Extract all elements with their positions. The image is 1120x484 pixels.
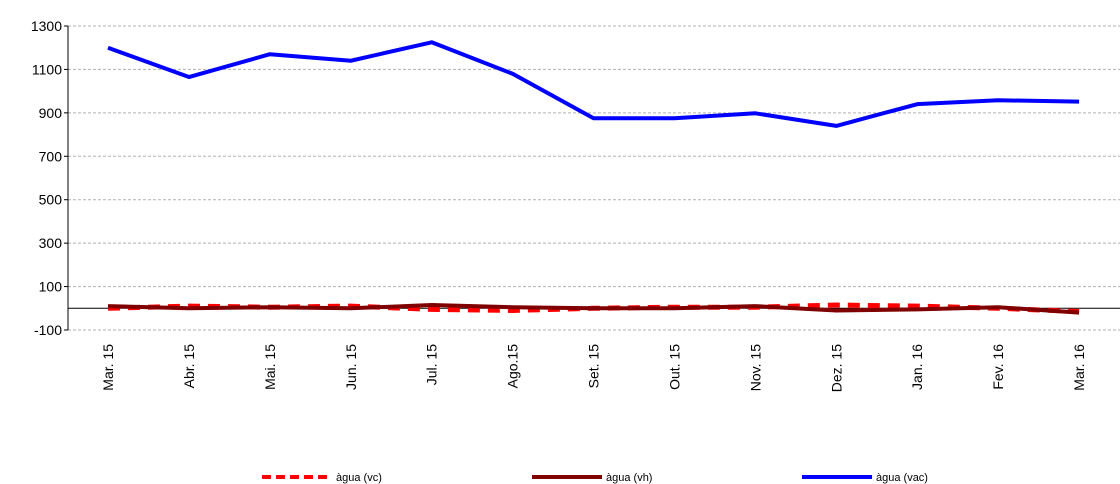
x-tick-label: Out. 15 xyxy=(666,344,682,390)
x-tick-label: Set. 15 xyxy=(586,344,602,389)
y-tick-label: 1100 xyxy=(32,61,62,77)
x-tick-label: Jan. 16 xyxy=(909,344,925,390)
y-tick-label: -100 xyxy=(34,322,62,338)
x-tick-label: Jul. 15 xyxy=(424,344,440,385)
series-line xyxy=(107,40,1080,128)
legend-label: àgua (vac) xyxy=(876,472,928,484)
x-tick-label: Ago.15 xyxy=(505,344,521,389)
y-tick-label: 900 xyxy=(39,105,63,121)
y-tick-label: 300 xyxy=(39,235,63,251)
legend-label: àgua (vh) xyxy=(606,472,652,484)
legend-label: àgua (vc) xyxy=(336,472,382,484)
x-tick-label: Mai. 15 xyxy=(262,344,278,390)
x-tick-label: Nov. 15 xyxy=(747,344,763,391)
x-tick-label: Mar. 16 xyxy=(1071,344,1087,391)
series-line xyxy=(107,303,1080,315)
x-tick-label: Abr. 15 xyxy=(181,344,197,389)
y-tick-label: 100 xyxy=(39,279,63,295)
x-tick-label: Mar. 15 xyxy=(100,344,116,391)
y-tick-label: 1300 xyxy=(31,18,62,34)
x-tick-label: Jun. 15 xyxy=(343,344,359,390)
y-tick-label: 500 xyxy=(39,192,63,208)
x-tick-label: Dez. 15 xyxy=(828,344,844,392)
x-tick-label: Fev. 16 xyxy=(990,344,1006,390)
y-tick-label: 700 xyxy=(39,148,63,164)
